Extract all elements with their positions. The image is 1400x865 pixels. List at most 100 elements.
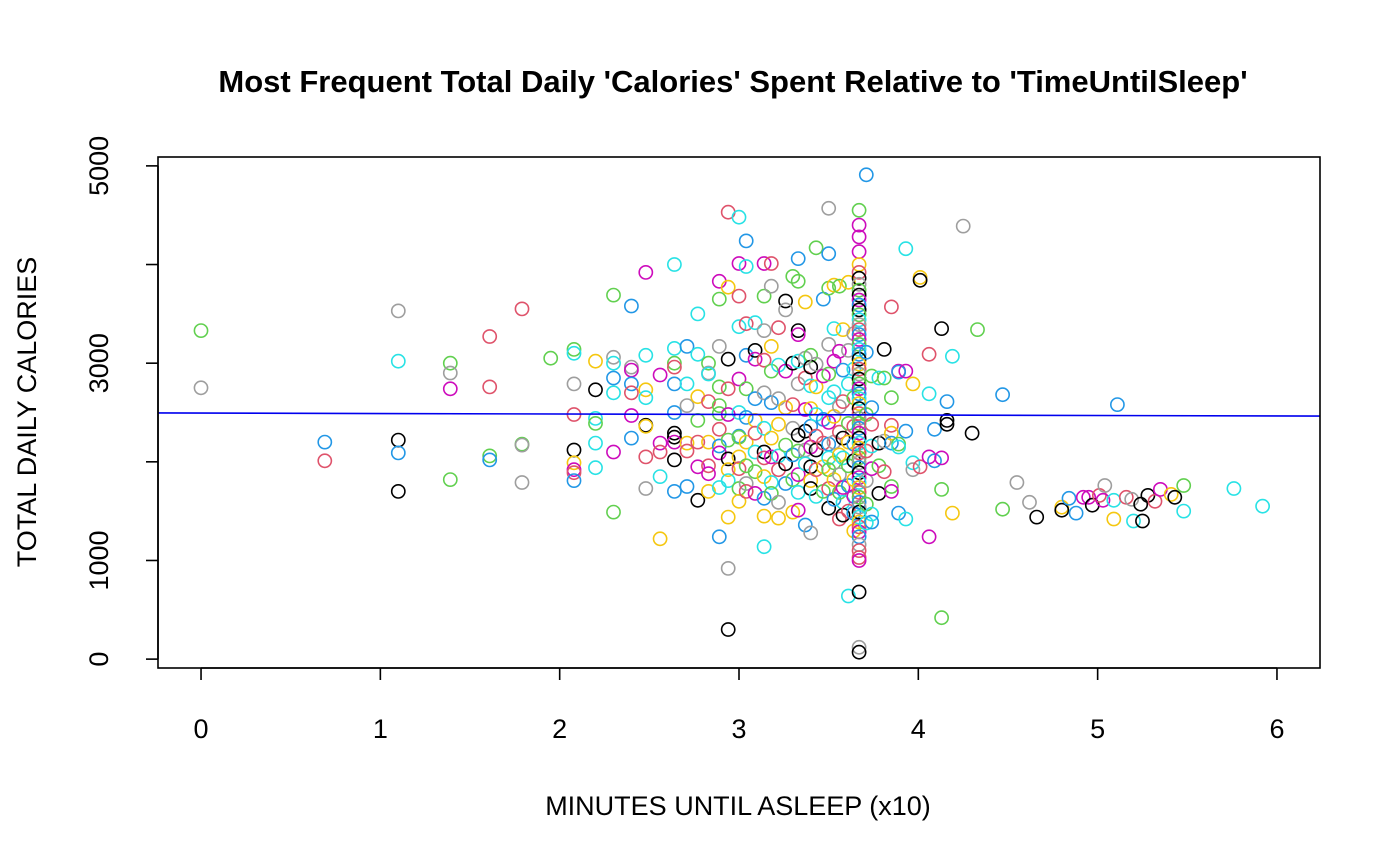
data-point [720, 381, 736, 397]
data-point [193, 323, 209, 338]
data-point [390, 445, 406, 461]
data-point [679, 435, 695, 451]
data-point [826, 455, 842, 471]
data-point [763, 449, 779, 465]
data-point [832, 343, 847, 359]
data-point [851, 644, 867, 660]
data-point [803, 378, 819, 394]
data-point [763, 430, 779, 446]
data-point [1167, 489, 1183, 505]
data-point [731, 449, 747, 465]
data-point [771, 320, 786, 336]
data-point [934, 481, 949, 497]
data-point [720, 432, 736, 448]
data-point [821, 246, 837, 262]
data-point [841, 274, 856, 290]
data-point [851, 484, 867, 500]
data-point [851, 270, 867, 286]
data-point [652, 367, 668, 383]
data-point [851, 639, 867, 655]
data-point [763, 475, 779, 490]
data-point [701, 366, 716, 382]
data-point [821, 366, 837, 382]
data-point [939, 416, 955, 432]
data-point [638, 481, 654, 496]
data-point [701, 394, 716, 409]
data-point [731, 288, 747, 304]
data-point [638, 418, 654, 434]
y-tick-label: 3000 [84, 333, 114, 393]
plot-area-frame [157, 156, 1321, 669]
data-point [720, 351, 736, 367]
data-point [747, 342, 763, 358]
data-point [771, 510, 786, 526]
data-point [927, 421, 942, 437]
data-point [738, 233, 754, 249]
data-point [1226, 481, 1242, 496]
data-point [1124, 491, 1140, 507]
data-point [945, 505, 960, 521]
data-point [851, 499, 867, 515]
data-point [905, 455, 921, 471]
data-point [624, 298, 639, 314]
data-point [588, 435, 603, 451]
data-point [667, 429, 682, 445]
data-point [771, 416, 786, 432]
data-point [738, 259, 754, 274]
data-point [1029, 509, 1045, 525]
data-point [826, 321, 842, 336]
data-point [851, 391, 867, 407]
x-tick-label: 1 [373, 714, 388, 744]
data-point [667, 405, 682, 420]
data-point [778, 437, 793, 453]
data-point [638, 382, 654, 398]
y-tick-label: 0 [84, 652, 114, 667]
data-point [667, 359, 682, 375]
data-point [390, 432, 406, 448]
data-point [679, 398, 695, 413]
data-point [442, 472, 458, 487]
data-point [912, 459, 928, 475]
data-point [1126, 513, 1141, 529]
x-tick-label: 4 [911, 714, 926, 744]
data-point [679, 443, 695, 459]
data-point [851, 475, 867, 490]
data-point [756, 323, 772, 338]
data-point [317, 453, 333, 469]
data-point [747, 464, 763, 480]
data-point [638, 390, 654, 406]
data-point [720, 451, 736, 467]
data-point [851, 406, 867, 421]
data-point [939, 412, 955, 428]
data-point [763, 256, 779, 271]
data-point [763, 485, 779, 501]
data-point [482, 448, 498, 464]
data-point [921, 529, 937, 545]
data-point [851, 292, 867, 308]
data-point [720, 473, 736, 488]
data-point [851, 470, 867, 485]
data-point [964, 425, 980, 441]
data-point [934, 610, 949, 626]
x-axis-label: MINUTES UNTIL ASLEEP (x10) [545, 791, 931, 821]
data-point [851, 244, 867, 260]
data-point [851, 381, 867, 397]
data-point [876, 464, 892, 480]
data-point [912, 272, 928, 288]
data-point [945, 348, 960, 364]
x-tick-label: 0 [194, 714, 209, 744]
data-point [851, 302, 867, 318]
data-point [1176, 503, 1192, 519]
data-point [826, 472, 842, 487]
data-point [864, 416, 880, 432]
data-point [514, 475, 530, 490]
data-point [566, 376, 582, 392]
data-point [747, 485, 763, 501]
data-point [790, 353, 806, 369]
data-point [790, 251, 806, 266]
x-tick-label: 5 [1090, 714, 1105, 744]
data-point [690, 412, 706, 428]
data-point [884, 483, 899, 499]
data-point [756, 385, 772, 401]
